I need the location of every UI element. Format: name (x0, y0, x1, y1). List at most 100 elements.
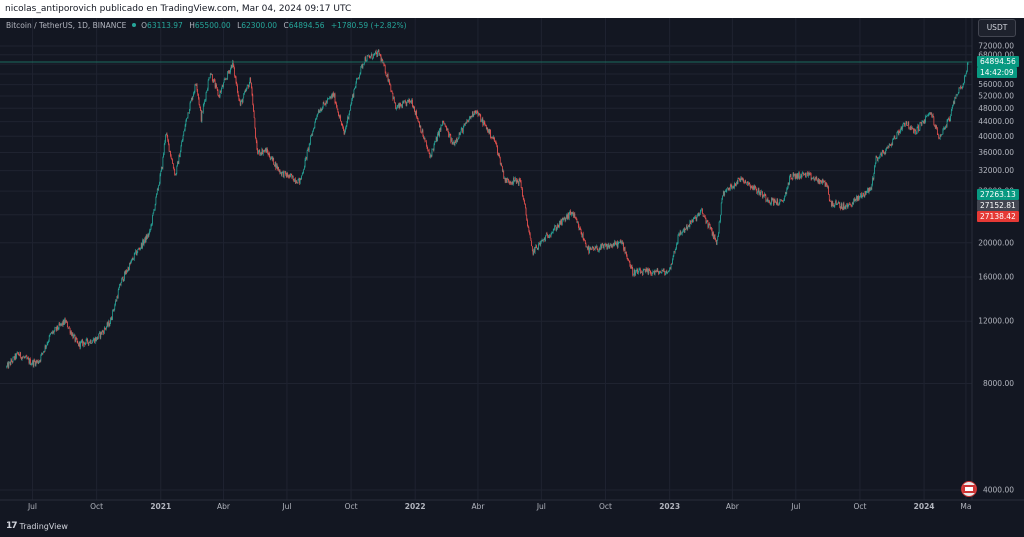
candle-body (752, 186, 754, 189)
candle-body (309, 143, 311, 144)
candle-body (85, 342, 86, 346)
candle-body (660, 272, 662, 273)
candle-body (824, 181, 826, 187)
candle-body (113, 309, 114, 311)
candle-body (893, 135, 895, 139)
candle-body (209, 77, 210, 79)
candle-body (102, 330, 104, 332)
candle-body (562, 218, 564, 220)
candle-body (177, 161, 178, 166)
candle-body (542, 240, 544, 241)
candle-body (498, 154, 500, 156)
candle-body (933, 117, 935, 126)
candle-body (86, 338, 88, 340)
candle-body (371, 53, 373, 59)
candle-body (757, 188, 759, 193)
candle-body (94, 338, 95, 343)
candle-body (298, 177, 300, 180)
candle-body (614, 241, 616, 244)
candle-body (680, 231, 682, 234)
symbol-title: Bitcoin / TetherUS, 1D, BINANCE (6, 21, 127, 30)
flag-icon[interactable] (962, 482, 976, 496)
candle-body (864, 191, 866, 197)
candle-body (959, 87, 960, 89)
candle-body (101, 330, 103, 335)
candle-body (851, 203, 853, 207)
candle-body (831, 201, 833, 207)
candle-body (44, 345, 46, 352)
candle-body (524, 203, 526, 208)
candle-body (6, 366, 8, 368)
y-tick-label: 48000.00 (978, 104, 1014, 113)
candle-body (842, 207, 843, 210)
candle-body (237, 92, 239, 96)
candle-body (50, 332, 52, 334)
candle-body (33, 360, 35, 366)
candle-body (635, 271, 637, 273)
candle-body (808, 172, 809, 177)
candle-body (101, 331, 102, 335)
candle-body (366, 55, 368, 61)
candle-body (486, 127, 488, 130)
candle-body (881, 150, 883, 157)
candle-body (591, 249, 592, 250)
candle-body (607, 244, 609, 246)
candle-body (874, 165, 875, 174)
candle-body (14, 356, 15, 360)
candle-body (776, 199, 778, 205)
candle-body (312, 130, 314, 136)
candle-body (895, 138, 897, 139)
candle-body (420, 125, 422, 132)
candle-body (446, 129, 448, 131)
candle-body (726, 188, 728, 191)
candle-body (281, 172, 283, 176)
candle-body (365, 57, 367, 62)
candle-body (113, 309, 115, 311)
candle-body (217, 89, 219, 96)
candle-body (529, 231, 530, 234)
candle-body (154, 204, 156, 210)
candle-body (603, 244, 604, 249)
candle-body (923, 120, 924, 124)
candle-body (582, 233, 583, 238)
candle-body (397, 106, 399, 107)
candle-body (822, 179, 824, 182)
candle-body (948, 117, 950, 120)
candle-body (76, 338, 78, 343)
candle-body (559, 220, 560, 227)
candle-body (225, 79, 226, 80)
candle-body (285, 171, 286, 175)
candle-body (169, 150, 171, 152)
candle-body (865, 192, 867, 195)
candle-body (97, 337, 99, 340)
candle-body (725, 191, 726, 192)
candle-body (802, 172, 804, 174)
candle-body (427, 148, 429, 150)
candle-body (244, 92, 245, 94)
candle-body (393, 97, 395, 103)
candle-body (139, 248, 141, 250)
candle-body (469, 116, 470, 119)
candle-body (737, 178, 739, 184)
candle-body (858, 197, 860, 200)
candle-body (373, 53, 375, 55)
price-chart[interactable]: 4000.008000.0012000.0016000.0020000.0024… (0, 0, 1024, 517)
candle-body (594, 247, 596, 250)
tradingview-mark-icon: 17 (6, 521, 17, 531)
candle-body (573, 213, 575, 217)
candle-body (256, 141, 258, 150)
candle-body (36, 360, 38, 362)
candle-body (380, 55, 382, 62)
candle-body (809, 173, 811, 175)
candle-body (467, 120, 468, 122)
candle-body (176, 165, 178, 174)
candle-body (920, 122, 922, 125)
tradingview-logo[interactable]: 17 TradingView (6, 521, 68, 531)
candle-body (505, 178, 507, 182)
candle-body (40, 355, 42, 361)
candle-body (694, 216, 696, 218)
candle-body (593, 247, 595, 250)
candle-body (942, 128, 944, 135)
candle-body (829, 199, 831, 202)
currency-button[interactable]: USDT (978, 19, 1016, 37)
